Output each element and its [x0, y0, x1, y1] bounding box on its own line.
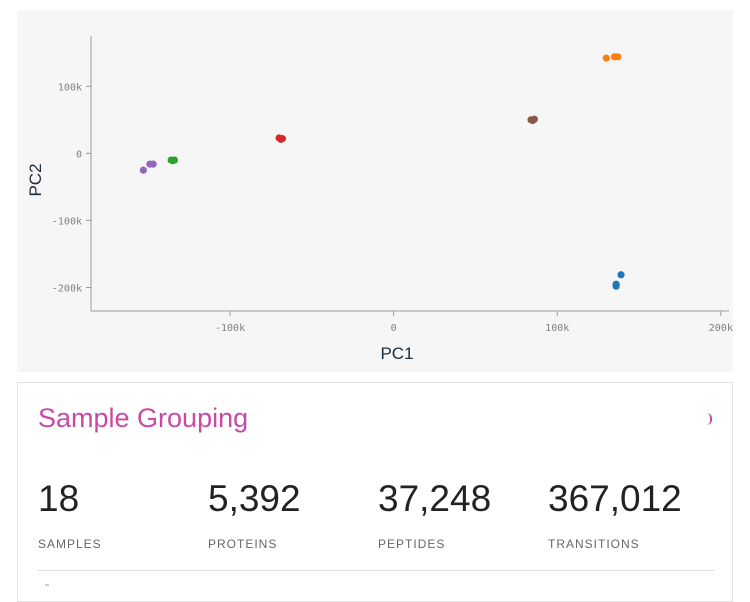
y-tick-label: -100k — [52, 216, 82, 227]
card-footer-mark — [45, 584, 49, 586]
x-tick-label: 200k — [709, 323, 733, 334]
stat-label: TRANSITIONS — [548, 537, 640, 551]
stat-value: 18 — [38, 478, 80, 519]
data-point-group-orange[interactable] — [602, 54, 610, 62]
pca-scatter-plot: -100k 0 100k 200k 100k 0 -100k -200k PC1 PC2 — [26, 36, 733, 363]
stat-peptides: 37,248 PEPTIDES — [378, 478, 492, 552]
card-title: Sample Grouping — [38, 403, 249, 433]
data-point-group-blue[interactable] — [617, 271, 625, 279]
stat-proteins: 5,392 PROTEINS — [208, 478, 301, 552]
data-points — [139, 53, 625, 290]
stat-value: 37,248 — [378, 478, 492, 519]
data-point-group-green[interactable] — [169, 157, 177, 165]
data-point-group-brown[interactable] — [529, 116, 537, 125]
stat-label: PROTEINS — [208, 537, 278, 551]
y-tick-label: -200k — [52, 284, 82, 295]
x-axis-title: PC1 — [380, 344, 413, 363]
y-axis-title: PC2 — [26, 163, 45, 196]
stat-transitions: 367,012 TRANSITIONS — [548, 478, 682, 552]
axis-ticks: -100k 0 100k 200k 100k 0 -100k -200k — [52, 82, 733, 334]
plot-axes — [90, 36, 729, 312]
sample-grouping-card: Sample Grouping 18 SAMPLES 5,392 PROTEIN… — [17, 382, 733, 602]
x-tick-label: 0 — [391, 323, 397, 334]
data-point-group-purple[interactable] — [139, 166, 147, 174]
x-tick-label: 100k — [545, 323, 569, 334]
data-point-group-red[interactable] — [277, 135, 285, 143]
data-point-group-purple[interactable] — [149, 160, 157, 168]
card-menu-icon[interactable] — [707, 413, 712, 425]
stat-value: 5,392 — [208, 478, 301, 519]
y-tick-label: 0 — [76, 149, 82, 160]
data-point-group-blue[interactable] — [612, 282, 620, 290]
stat-samples: 18 SAMPLES — [38, 478, 102, 552]
stat-label: SAMPLES — [38, 537, 102, 551]
stat-label: PEPTIDES — [378, 537, 446, 551]
pca-plot-panel: -100k 0 100k 200k 100k 0 -100k -200k PC1 PC2 — [17, 10, 733, 372]
card-divider — [38, 570, 714, 571]
x-tick-label: -100k — [215, 323, 245, 334]
stat-value: 367,012 — [548, 478, 682, 519]
y-tick-label: 100k — [58, 82, 82, 93]
data-point-group-orange[interactable] — [614, 53, 622, 61]
